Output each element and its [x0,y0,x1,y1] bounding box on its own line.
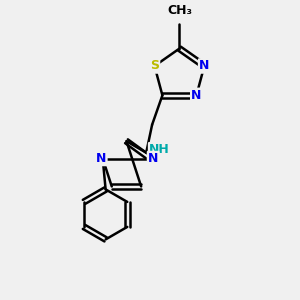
Text: N: N [148,152,158,165]
Text: N: N [96,152,106,165]
Text: NH: NH [149,143,170,156]
Text: N: N [199,59,209,73]
Text: S: S [150,59,159,73]
Text: N: N [191,89,202,102]
Text: CH₃: CH₃ [167,4,192,17]
